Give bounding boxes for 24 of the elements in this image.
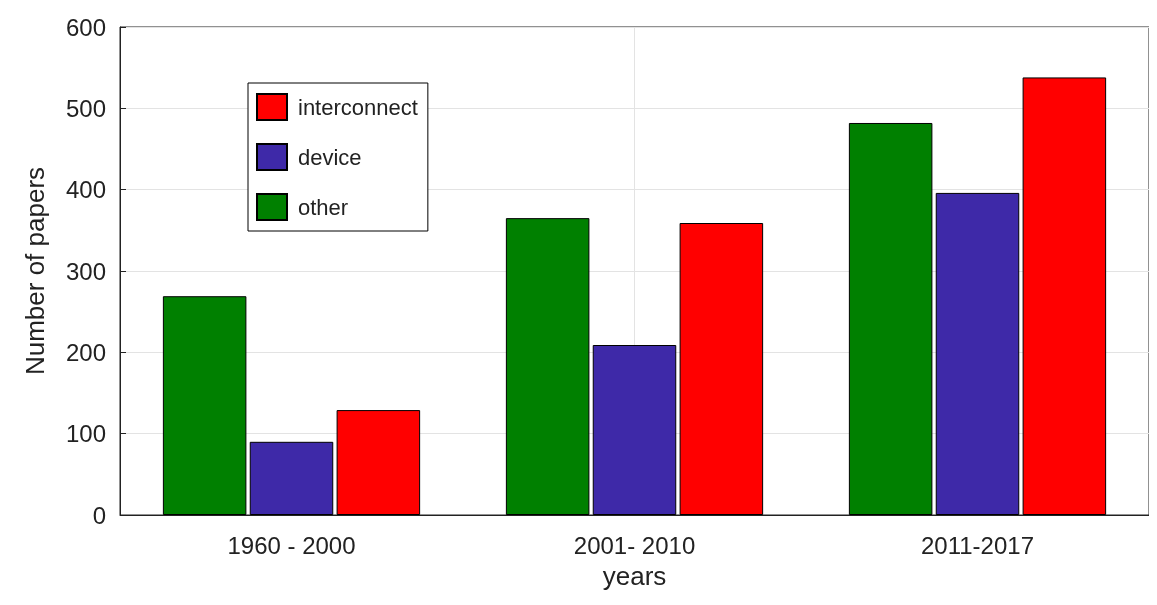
x-axis-title: years [602, 561, 667, 591]
bar [935, 192, 1020, 515]
bar [505, 218, 590, 515]
y-tick-label: 100 [65, 420, 106, 448]
bar [336, 410, 421, 515]
x-tick-label: 1960 - 2000 [227, 531, 356, 559]
bar [1022, 77, 1107, 515]
legend-label: other [298, 194, 349, 220]
x-tick-label: 2001- 2010 [573, 531, 696, 559]
bar [162, 296, 247, 515]
y-axis-title: Number of papers [20, 166, 50, 376]
bar [679, 223, 764, 515]
y-tick-label: 400 [65, 176, 106, 204]
y-tick-label: 600 [65, 13, 106, 41]
legend-label: device [298, 144, 362, 170]
y-tick-label: 300 [65, 257, 106, 285]
y-tick-label: 200 [65, 338, 106, 366]
x-tick-label: 2011-2017 [921, 531, 1034, 559]
legend-label: interconnect [298, 94, 418, 120]
bar [848, 122, 933, 515]
y-tick-label: 500 [65, 94, 106, 122]
bar [249, 441, 334, 515]
y-tick-label: 0 [92, 501, 106, 529]
bar [592, 345, 677, 515]
